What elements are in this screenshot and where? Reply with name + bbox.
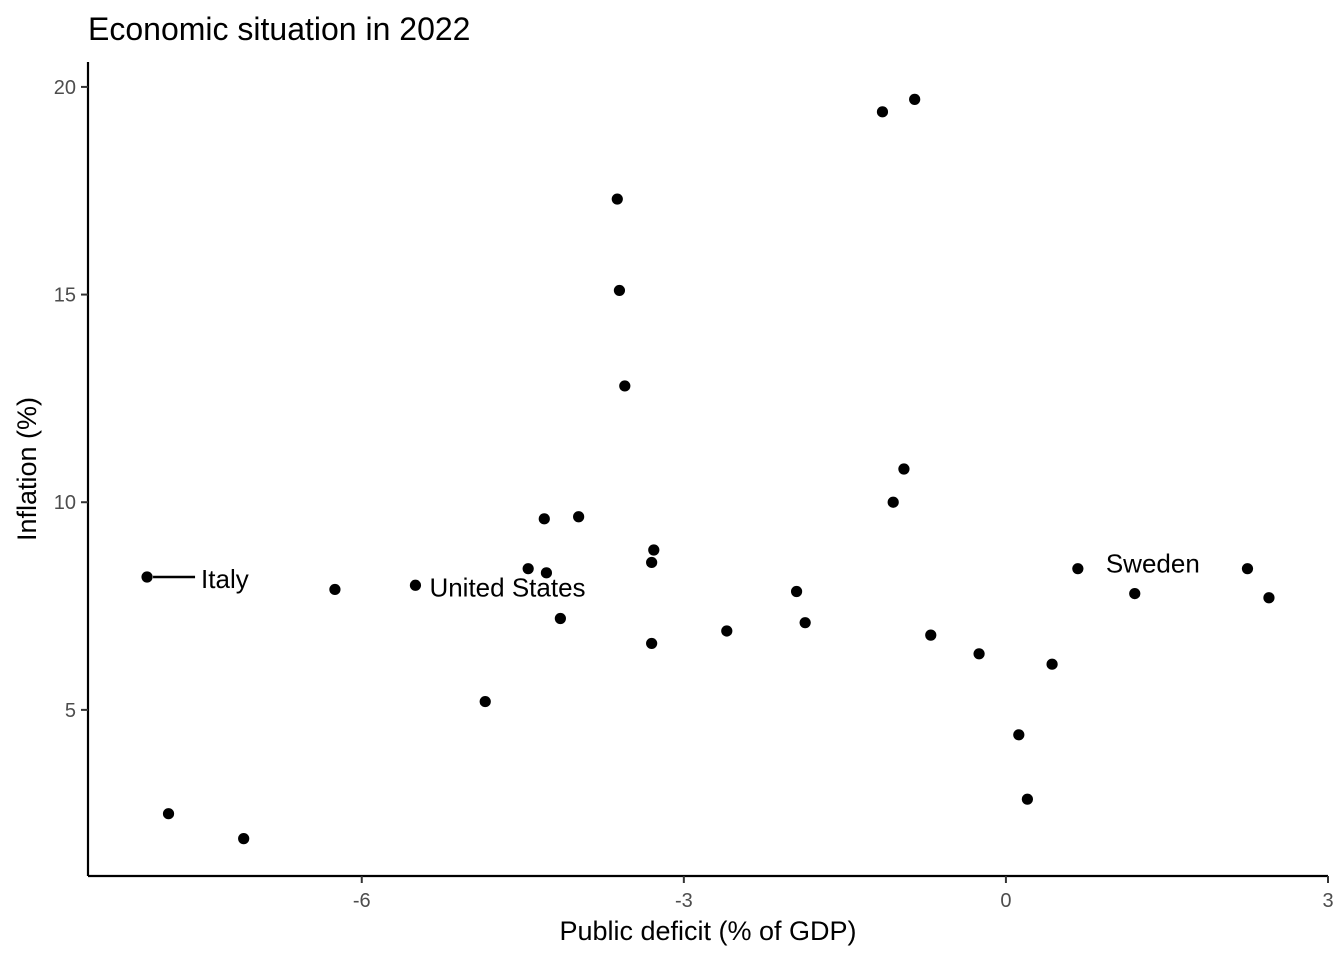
x-axis-title: Public deficit (% of GDP) — [559, 916, 856, 946]
x-tick-label: 0 — [1000, 890, 1011, 912]
point-label: Italy — [201, 564, 249, 594]
data-point — [1129, 587, 1141, 600]
data-point — [1241, 563, 1254, 575]
data-point — [646, 637, 658, 650]
y-tick-label: 10 — [54, 492, 76, 514]
data-point — [898, 463, 910, 475]
y-axis-title: Inflation (%) — [12, 397, 42, 541]
data-point — [925, 629, 937, 641]
data-point — [538, 513, 550, 525]
data-point — [619, 380, 631, 392]
y-tick-label: 5 — [65, 700, 76, 722]
data-point — [141, 571, 153, 583]
data-point — [1013, 729, 1025, 741]
data-point — [613, 284, 626, 297]
x-tick-label: -6 — [353, 890, 371, 912]
data-points — [141, 93, 1275, 845]
data-point — [1021, 793, 1033, 805]
data-point — [611, 193, 623, 205]
data-point — [1072, 563, 1084, 575]
data-point — [540, 567, 553, 579]
data-point — [329, 583, 341, 596]
data-point — [790, 585, 803, 598]
data-point — [973, 648, 985, 660]
data-point — [479, 695, 491, 708]
point-label: Sweden — [1106, 549, 1200, 579]
data-point — [909, 93, 921, 105]
data-point — [646, 556, 658, 569]
y-tick-label: 15 — [54, 285, 76, 307]
data-point — [721, 625, 733, 637]
data-point — [522, 563, 534, 575]
x-tick-label: -3 — [675, 890, 693, 912]
data-point — [238, 833, 250, 845]
data-point — [876, 106, 889, 118]
data-point — [1263, 592, 1275, 604]
data-point — [799, 617, 811, 629]
point-labels: Italy United States Sweden — [153, 549, 1200, 602]
data-point — [573, 511, 585, 523]
data-point — [554, 612, 566, 625]
data-point — [409, 579, 422, 591]
chart-title: Economic situation in 2022 — [88, 11, 470, 47]
y-tick-label: 20 — [54, 77, 76, 99]
data-point — [648, 544, 660, 556]
data-point — [162, 808, 175, 820]
data-point — [1046, 658, 1058, 670]
point-label: United States — [429, 572, 585, 602]
x-tick-label: 3 — [1322, 890, 1333, 912]
data-point — [887, 496, 899, 508]
axis-ticks: -6 -3 0 3 5 10 15 20 — [54, 77, 1334, 912]
